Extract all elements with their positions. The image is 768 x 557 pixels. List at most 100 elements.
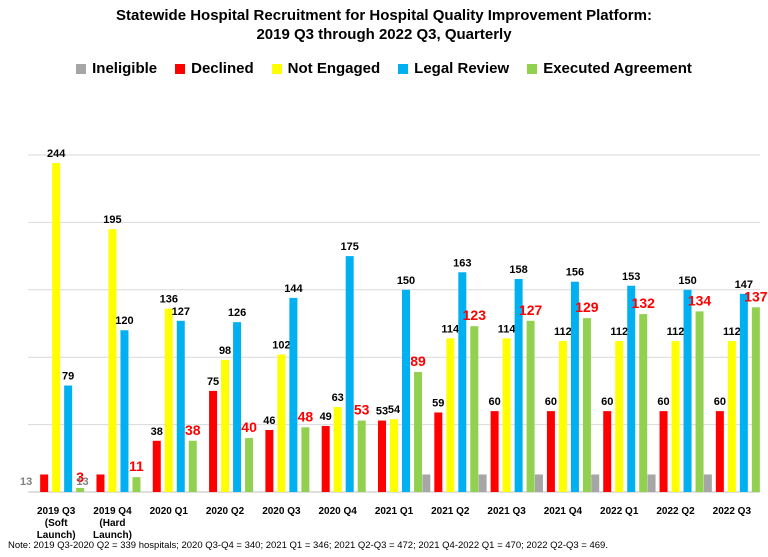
bar-executed-agreement (357, 420, 366, 492)
bar-legal-review (64, 385, 73, 492)
bar-legal-review (514, 279, 523, 492)
data-label: 114 (441, 323, 460, 335)
bar-declined (40, 474, 49, 492)
bar-not-engaged (390, 419, 398, 492)
legend-swatch-executed-agreement (527, 64, 538, 74)
data-label: 40 (241, 419, 257, 435)
data-label: 114 (498, 323, 517, 335)
bar-ineligible (422, 474, 431, 492)
data-label: 195 (103, 214, 121, 226)
data-label: 60 (657, 396, 669, 408)
bar-not-engaged (333, 407, 342, 492)
bar-executed-agreement (639, 314, 648, 492)
bar-legal-review (345, 256, 354, 492)
bar-declined (321, 425, 330, 492)
data-label: 112 (723, 326, 741, 338)
bar-declined (546, 411, 555, 492)
bar-not-engaged (164, 308, 173, 492)
data-label: 53 (376, 406, 388, 418)
data-label: 136 (160, 294, 178, 306)
x-tick-label: 2020 Q2 (206, 506, 245, 517)
legend-swatch-not-engaged (271, 64, 282, 74)
data-label: 137 (744, 288, 768, 304)
legend-item-ineligible: Ineligible (76, 60, 157, 78)
data-label: 163 (453, 257, 471, 269)
data-label: 112 (554, 326, 572, 338)
data-label: 134 (688, 292, 712, 308)
data-label: 153 (622, 271, 640, 283)
bar-declined (152, 440, 161, 492)
legend-label-declined: Declined (191, 60, 254, 77)
bar-executed-agreement (76, 487, 85, 492)
bar-executed-agreement (582, 318, 591, 492)
bar-legal-review (289, 297, 298, 492)
bar-legal-review (739, 293, 748, 492)
bar-ineligible (534, 474, 543, 492)
data-label: 127 (519, 302, 543, 318)
bar-not-engaged (446, 338, 455, 492)
bar-not-engaged (558, 341, 567, 492)
data-label: 158 (509, 264, 527, 276)
data-label: 112 (667, 326, 685, 338)
bar-not-engaged (615, 341, 624, 492)
bar-not-engaged (221, 359, 230, 492)
data-label: 53 (354, 402, 370, 418)
legend-label-ineligible: Ineligible (92, 60, 158, 77)
legend-swatch-legal-review (398, 64, 409, 74)
bar-declined (715, 411, 724, 492)
legend-item-legal-review: Legal Review (398, 60, 509, 78)
data-label: 123 (463, 307, 487, 323)
bar-executed-agreement (526, 320, 535, 492)
data-label: 49 (320, 411, 332, 423)
data-label: 46 (263, 415, 275, 427)
data-label: 120 (115, 315, 133, 327)
bar-executed-agreement (132, 477, 141, 492)
x-tick-label: 2022 Q3 (713, 506, 752, 517)
bar-ineligible (647, 474, 656, 492)
data-label: 89 (410, 353, 426, 369)
bar-executed-agreement (695, 311, 704, 492)
x-tick-label: 2019 Q3 (37, 506, 76, 517)
data-label: 150 (397, 275, 415, 287)
bar-executed-agreement (245, 438, 254, 492)
bar-ineligible (703, 474, 712, 492)
chart-title-line1: Statewide Hospital Recruitment for Hospi… (116, 7, 652, 24)
data-label: 38 (151, 426, 163, 438)
bar-declined (209, 390, 218, 492)
data-label: 11 (129, 458, 144, 474)
data-label: 13 (20, 476, 32, 488)
data-label: 60 (714, 396, 726, 408)
data-label: 129 (575, 299, 599, 315)
data-label: 127 (172, 306, 190, 318)
bar-legal-review (683, 289, 692, 492)
bar-not-engaged (671, 341, 680, 492)
bar-declined (96, 474, 105, 492)
data-label: 54 (388, 404, 401, 416)
bar-not-engaged (277, 354, 286, 492)
data-label: 175 (341, 241, 359, 253)
data-label: 59 (432, 397, 444, 409)
bar-executed-agreement (301, 427, 310, 492)
data-label: 150 (678, 275, 696, 287)
bar-executed-agreement (751, 307, 760, 492)
bar-ineligible (591, 474, 600, 492)
x-tick-label: 2020 Q3 (262, 506, 301, 517)
bar-declined (603, 411, 612, 492)
bar-declined (659, 411, 668, 492)
bar-not-engaged (727, 341, 736, 492)
x-tick-label: 2021 Q1 (375, 506, 414, 517)
bar-legal-review (627, 285, 636, 492)
x-tick-label: Launch) (93, 530, 132, 541)
legend-item-declined: Declined (175, 60, 254, 78)
bar-declined (434, 412, 443, 492)
data-label: 112 (610, 326, 628, 338)
data-label: 60 (545, 396, 557, 408)
bar-not-engaged (502, 338, 511, 492)
bar-declined (490, 411, 499, 492)
data-label: 98 (219, 345, 231, 357)
bar-legal-review (120, 330, 129, 492)
x-tick-label: 2021 Q4 (544, 506, 583, 517)
data-label: 3 (76, 469, 84, 485)
data-label: 244 (47, 148, 66, 160)
